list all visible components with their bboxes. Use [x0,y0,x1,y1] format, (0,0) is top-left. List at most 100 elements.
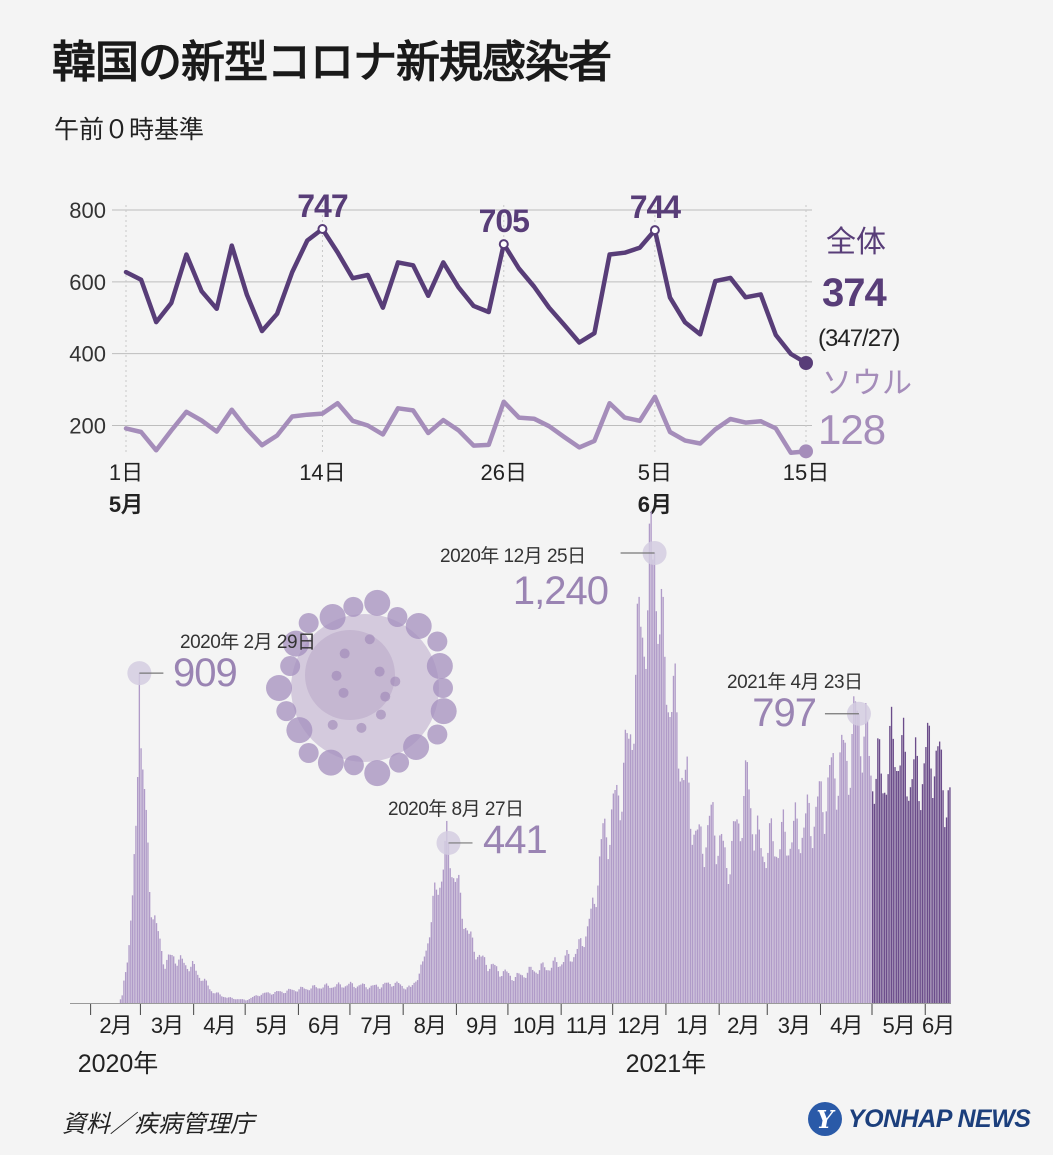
latest-value-total: 374 [822,271,887,315]
daily-bar [751,834,754,1003]
yonhap-logo-icon: Y [808,1102,842,1136]
daily-bar [327,985,329,1003]
daily-bar [124,972,127,1003]
daily-bar [525,977,527,1003]
daily-bar [863,736,865,1003]
daily-bar [683,780,685,1003]
year-label: 2021年 [626,1050,707,1078]
daily-bar [348,983,350,1003]
daily-bar [633,743,635,1003]
daily-bar [667,712,669,1003]
virus-spike [286,717,313,744]
daily-bar [523,977,525,1003]
daily-bar [195,970,197,1003]
daily-bar [355,988,357,1003]
month-label: 12月 [618,1013,661,1038]
daily-bar [136,777,139,1003]
daily-bar [492,963,494,1003]
daily-bar [712,802,714,1003]
daily-bar [382,984,384,1003]
daily-bar [686,756,688,1003]
daily-bar [315,987,317,1003]
daily-bar [750,808,752,1003]
daily-bar [191,960,194,1003]
daily-bar [619,820,621,1003]
daily-bar [442,869,444,1003]
daily-bar [720,833,723,1003]
daily-bar [229,997,232,1003]
daily-bar [684,769,687,1003]
peak-value-label: 909 [173,651,237,695]
daily-bar [765,868,767,1003]
daily-bar [780,821,783,1003]
daily-bar [693,834,695,1003]
peak-date-label: 2021年 4月 23日 [727,671,863,693]
daily-bar [482,955,484,1003]
daily-bar [540,963,542,1003]
daily-bar [688,782,690,1003]
daily-bar [502,971,505,1003]
daily-bar [451,877,453,1003]
virus-surface-dot [375,709,386,720]
daily-bar [549,970,551,1003]
daily-bar [501,976,503,1003]
virus-surface-dot [356,722,367,733]
daily-bar [385,982,388,1003]
daily-bar [772,841,774,1003]
daily-bar [379,988,381,1003]
daily-bar [303,988,305,1003]
daily-bar [228,997,230,1003]
daily-bar [530,966,532,1003]
daily-bar [691,844,694,1003]
daily-bar [377,986,379,1003]
daily-bar [351,983,353,1003]
daily-bar [270,994,273,1003]
daily-bar [494,964,496,1003]
daily-bar [755,834,757,1003]
daily-bar [166,959,168,1003]
daily-bar [391,986,393,1003]
x-tick-label: 5日 [638,460,672,485]
daily-bar [641,637,644,1003]
virus-spike [430,698,457,725]
daily-bar [937,746,939,1003]
daily-bar [226,997,228,1003]
daily-bar [600,839,602,1003]
daily-bar [207,985,209,1003]
peak-value-label: 747 [297,188,348,224]
virus-surface-dot [339,648,350,659]
virus-spike [343,755,364,776]
daily-bar [823,833,826,1003]
daily-bar [272,994,274,1003]
daily-bar [609,844,611,1003]
daily-bar [902,717,905,1003]
daily-bar [418,973,420,1003]
daily-bar [289,989,292,1003]
daily-bar [205,980,208,1003]
daily-bar [240,999,242,1003]
daily-bar [308,990,311,1003]
daily-bar [392,985,395,1003]
daily-bar [829,765,831,1003]
daily-bar [935,750,937,1003]
daily-bar [887,774,889,1003]
daily-bar [519,974,522,1003]
daily-bar [607,859,609,1003]
virus-surface-dot [364,634,375,645]
daily-bar [276,991,278,1003]
daily-bar [562,962,565,1003]
daily-bar [336,984,338,1003]
daily-bar [150,917,153,1003]
daily-bar [349,981,352,1003]
series-end-point [799,356,813,370]
daily-bar [399,984,402,1003]
virus-surface-dot [331,670,342,681]
virus-spike [343,596,364,617]
daily-bar [516,972,518,1003]
daily-bar [296,991,299,1003]
daily-bar [415,981,417,1003]
daily-bar [245,1000,247,1003]
daily-bar [542,962,544,1003]
virus-surface-dot [390,676,401,687]
